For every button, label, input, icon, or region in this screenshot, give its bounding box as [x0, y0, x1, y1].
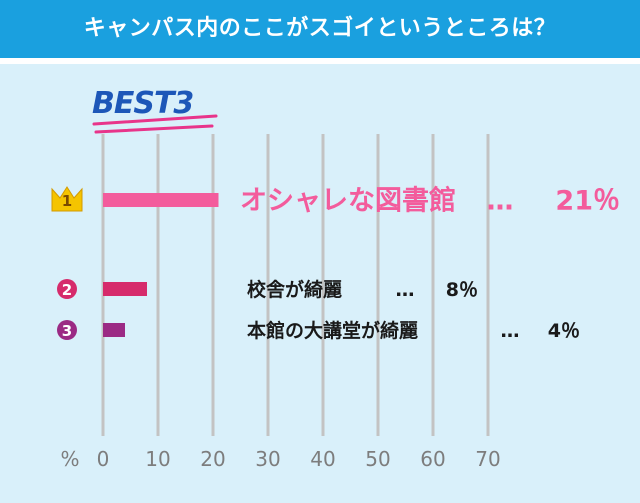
bar-category-label: 本館の大講堂が綺麗: [247, 319, 418, 342]
x-tick-label: 20: [200, 447, 225, 471]
rank-label: 2: [62, 281, 72, 299]
best3-badge: BEST3: [92, 86, 222, 140]
bar-value-label: 4％: [548, 320, 580, 342]
bar-separator: …: [487, 186, 514, 217]
bar: [103, 323, 125, 337]
x-tick-label: 0: [97, 447, 110, 471]
x-axis-unit: %: [60, 447, 79, 471]
rank-circle-icon: [57, 320, 77, 340]
x-tick-label: 60: [420, 447, 445, 471]
rank-label: 3: [62, 322, 72, 340]
bar-separator: …: [396, 279, 415, 301]
chart-title: キャンパス内のここがスゴイというところは？: [0, 0, 640, 58]
bar-value-label: 21％: [555, 186, 620, 217]
bar-value-label: 8％: [446, 279, 478, 301]
x-tick-label: 50: [365, 447, 390, 471]
x-tick-label: 10: [145, 447, 170, 471]
bar-category-label: 校舎が綺麗: [247, 278, 342, 301]
bar-chart: 0 10 20 30 40 50 60 70% 1 オシャレな図書館 21％ … 2 校舎が綺麗 8％ … 3 本…: [51, 134, 620, 471]
x-tick-label: 40: [310, 447, 335, 471]
rank-circle-icon: [57, 279, 77, 299]
bar: [103, 193, 219, 207]
x-tick-label: 30: [255, 447, 280, 471]
crown-icon: [51, 186, 83, 212]
bar-category-label: オシャレな図書館: [240, 185, 456, 217]
best3-underline: [92, 114, 218, 134]
rank-label: 1: [62, 192, 72, 210]
best3-label: BEST3: [92, 86, 194, 121]
x-tick-label: 70: [475, 447, 500, 471]
bar: [103, 282, 147, 296]
bar-separator: …: [501, 320, 520, 342]
